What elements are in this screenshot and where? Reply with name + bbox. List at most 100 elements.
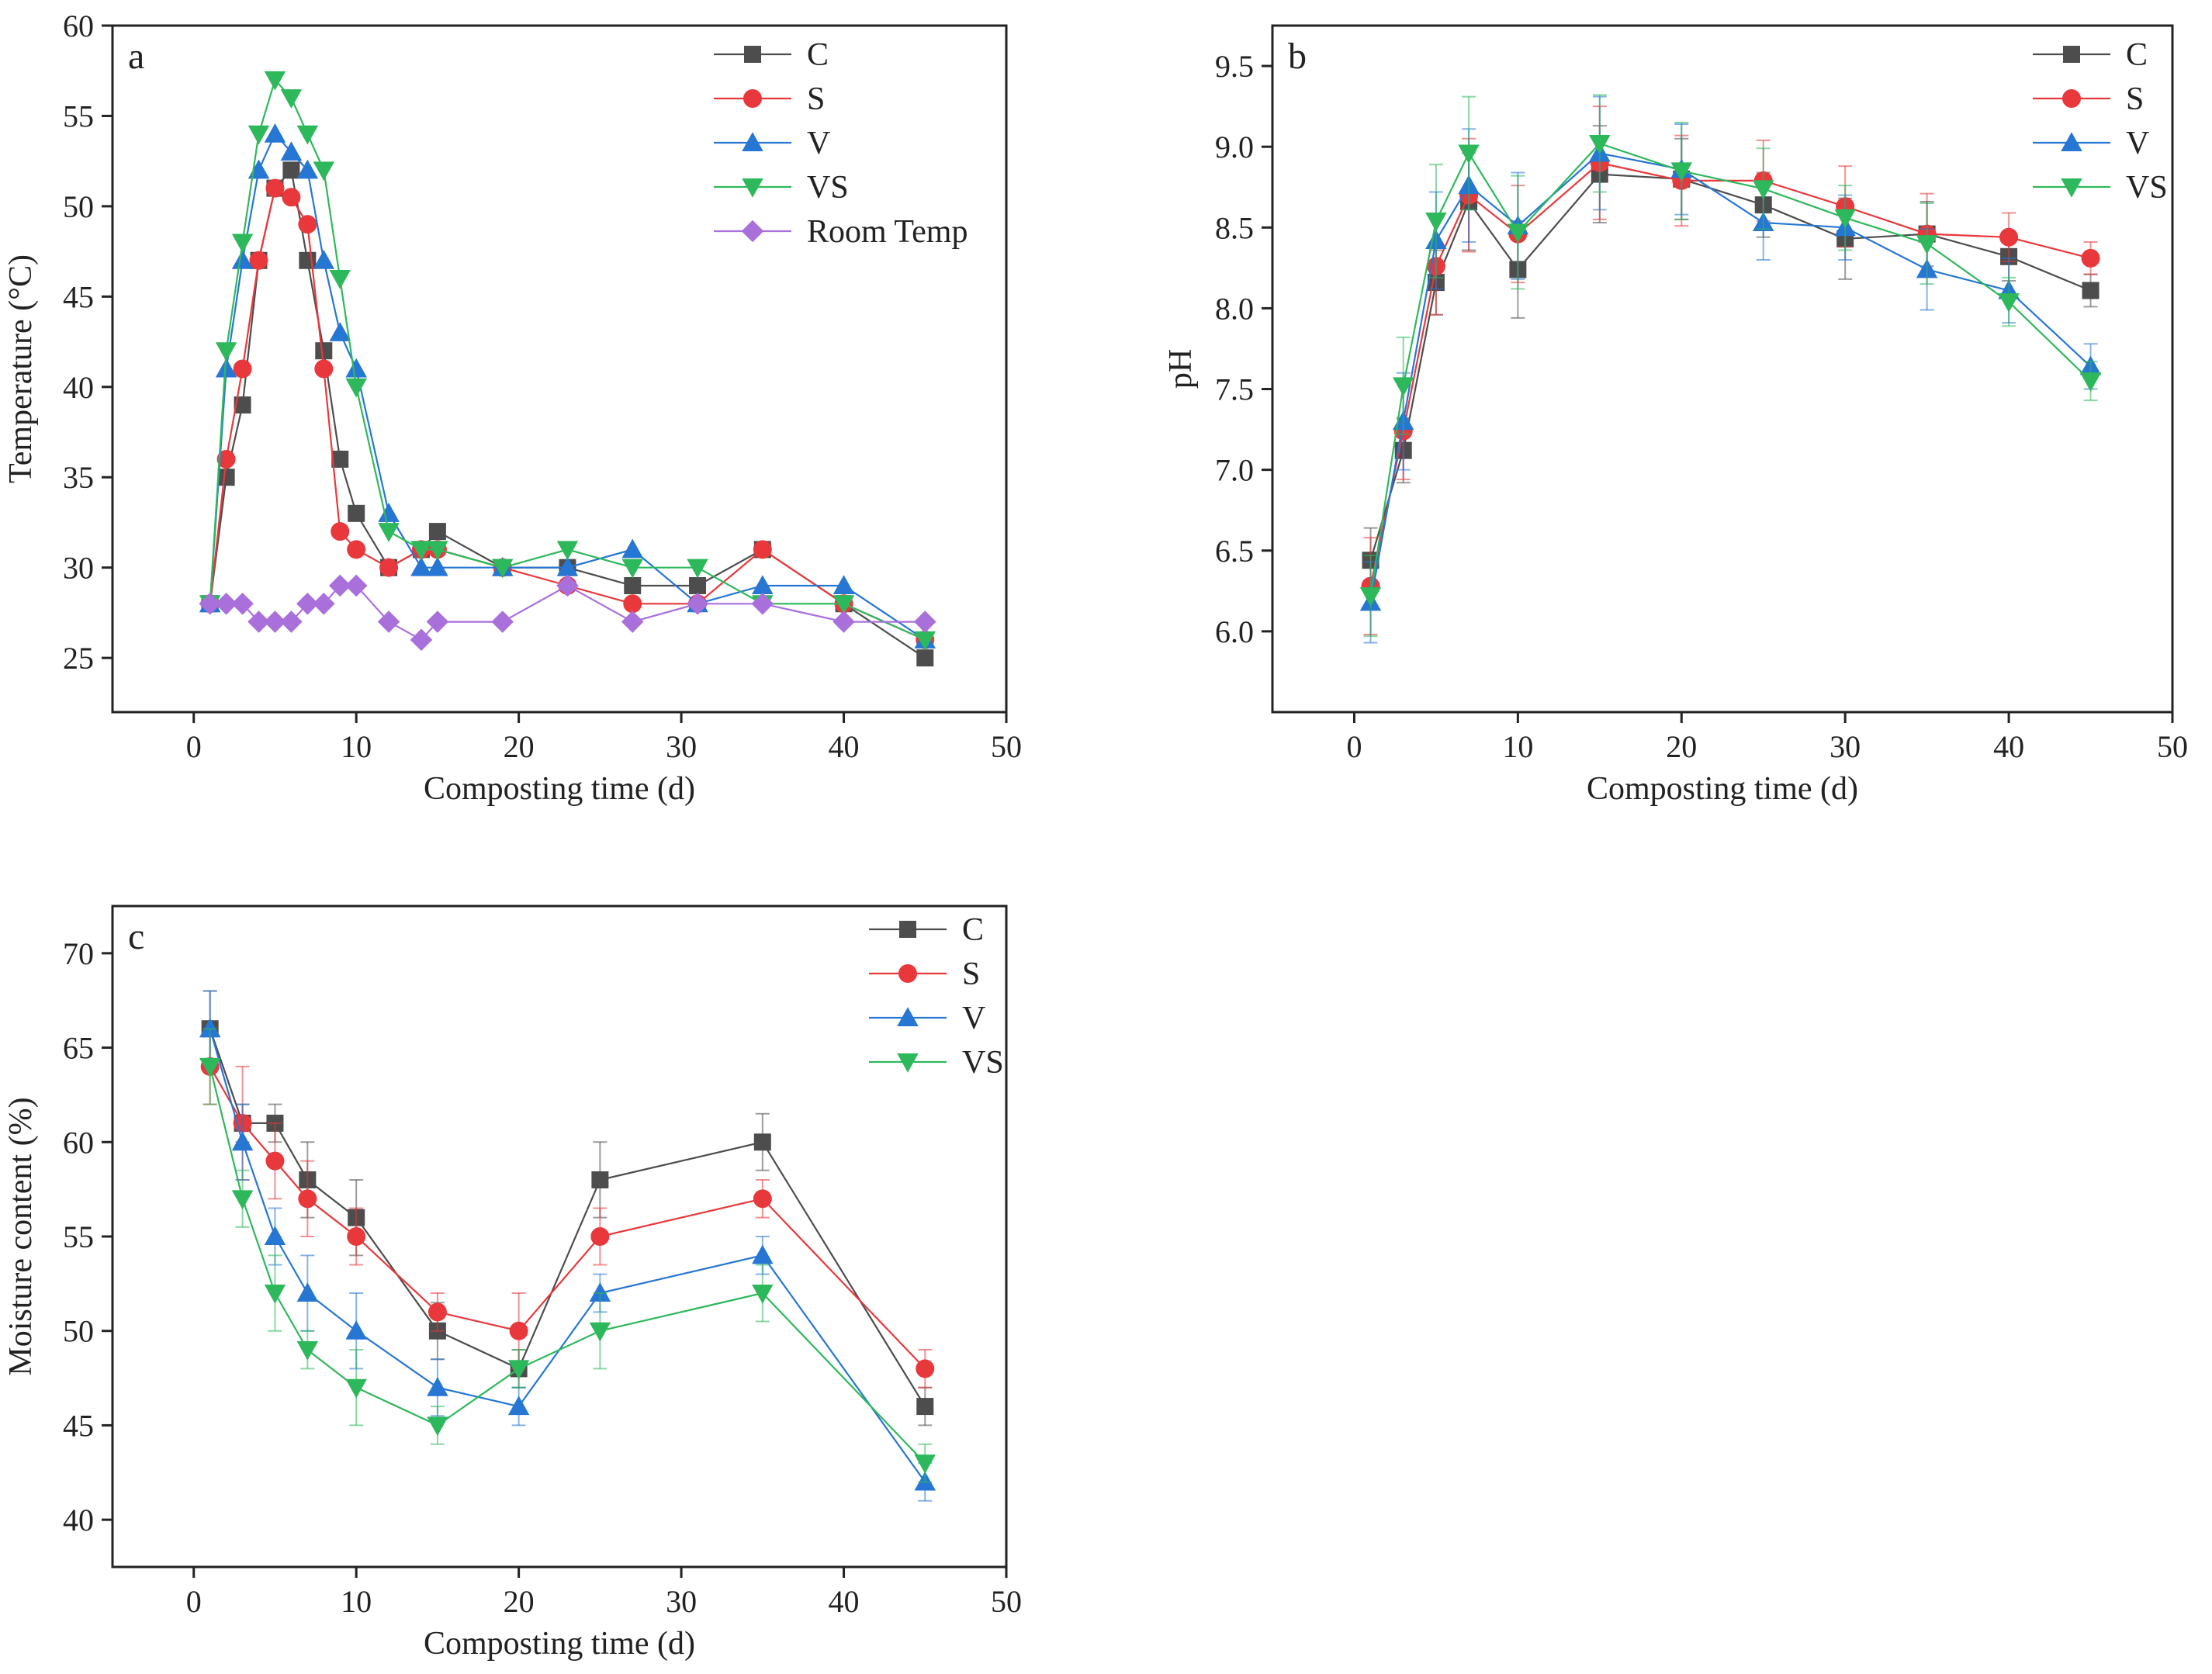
data-point bbox=[231, 233, 254, 254]
series-line bbox=[209, 132, 926, 641]
data-point bbox=[347, 1227, 366, 1246]
y-tick-label: 8.5 bbox=[1215, 210, 1254, 245]
legend-label: S bbox=[807, 81, 825, 117]
data-point bbox=[347, 540, 366, 559]
data-point bbox=[1507, 223, 1529, 244]
y-axis-label: Moisture content (%) bbox=[3, 1097, 39, 1375]
data-point bbox=[265, 1151, 285, 1171]
data-point bbox=[1425, 212, 1447, 232]
series-c bbox=[201, 990, 934, 1427]
data-point bbox=[1998, 293, 2020, 313]
y-tick-label: 55 bbox=[63, 99, 94, 133]
data-point bbox=[507, 1360, 530, 1380]
data-point bbox=[378, 503, 400, 522]
data-point bbox=[689, 576, 707, 594]
data-point bbox=[298, 1189, 317, 1209]
data-point bbox=[299, 251, 317, 269]
panel-label: c bbox=[128, 916, 144, 957]
y-tick-label: 50 bbox=[63, 1314, 94, 1349]
legend-label: VS bbox=[807, 170, 849, 206]
legend-marker bbox=[2062, 89, 2081, 108]
legend-item-c: C bbox=[714, 37, 829, 73]
data-point bbox=[426, 610, 449, 633]
data-point bbox=[264, 71, 286, 91]
legend-item-s: S bbox=[714, 81, 825, 117]
x-tick-label: 0 bbox=[186, 1584, 202, 1619]
y-tick-label: 40 bbox=[63, 370, 94, 405]
y-tick-label: 50 bbox=[63, 189, 94, 224]
data-point bbox=[427, 1416, 448, 1437]
data-point bbox=[410, 541, 432, 561]
data-point bbox=[345, 1378, 367, 1399]
data-point bbox=[296, 592, 319, 615]
data-point bbox=[282, 188, 301, 207]
legend-marker bbox=[743, 89, 762, 108]
y-tick-label: 7.5 bbox=[1215, 372, 1254, 407]
data-point bbox=[233, 359, 252, 379]
x-axis-label: Composting time (d) bbox=[424, 1626, 695, 1662]
series-line bbox=[209, 1066, 926, 1370]
data-point bbox=[916, 649, 934, 667]
data-point bbox=[590, 1227, 610, 1246]
data-point bbox=[410, 556, 432, 576]
data-point bbox=[753, 1189, 772, 1209]
data-point bbox=[199, 592, 221, 615]
data-point bbox=[344, 574, 368, 597]
legend-label: S bbox=[2126, 81, 2144, 117]
data-point bbox=[1670, 162, 1693, 182]
y-tick-label: 70 bbox=[63, 936, 94, 971]
data-point bbox=[1999, 227, 2019, 247]
y-tick-label: 40 bbox=[63, 1503, 94, 1537]
x-axis-label: Composting time (d) bbox=[1587, 771, 1858, 807]
x-tick-label: 0 bbox=[186, 729, 202, 764]
data-point bbox=[217, 469, 235, 486]
legend-label: C bbox=[807, 37, 829, 73]
data-point bbox=[1392, 377, 1414, 397]
series-v bbox=[199, 990, 936, 1502]
data-point bbox=[427, 556, 448, 576]
legend-marker bbox=[2063, 46, 2080, 63]
y-tick-label: 60 bbox=[63, 1125, 94, 1160]
data-point bbox=[624, 576, 642, 594]
legend-marker bbox=[899, 921, 916, 938]
y-tick-label: 9.0 bbox=[1215, 130, 1254, 164]
data-point bbox=[329, 322, 351, 341]
data-point bbox=[751, 592, 774, 615]
y-tick-label: 65 bbox=[63, 1031, 94, 1066]
x-tick-label: 30 bbox=[1829, 729, 1861, 764]
data-point bbox=[345, 358, 367, 378]
data-point bbox=[248, 610, 270, 633]
y-tick-label: 35 bbox=[63, 460, 94, 495]
data-point bbox=[833, 610, 855, 633]
legend-item-s: S bbox=[2033, 81, 2144, 117]
data-point bbox=[265, 178, 285, 198]
y-axis-label: pH bbox=[1163, 349, 1199, 389]
y-tick-label: 7.0 bbox=[1215, 453, 1254, 488]
data-point bbox=[298, 215, 317, 234]
legend-label: V bbox=[962, 1001, 985, 1036]
data-point bbox=[215, 342, 237, 361]
data-point bbox=[231, 1131, 254, 1151]
series-line bbox=[1369, 161, 2091, 586]
legend-label: S bbox=[962, 956, 980, 992]
data-point bbox=[914, 1454, 936, 1474]
data-point bbox=[215, 358, 237, 378]
data-point bbox=[331, 450, 349, 468]
data-point bbox=[833, 575, 855, 594]
data-point bbox=[2081, 248, 2100, 268]
data-point bbox=[315, 342, 333, 360]
legend-marker bbox=[742, 178, 763, 198]
data-point bbox=[378, 523, 400, 542]
data-point bbox=[913, 610, 936, 633]
data-point bbox=[280, 89, 303, 109]
y-axis-label: Temperature (°C) bbox=[3, 254, 39, 483]
series-line bbox=[209, 78, 926, 641]
data-point bbox=[687, 559, 708, 579]
x-tick-label: 40 bbox=[829, 729, 860, 764]
legend-marker bbox=[897, 1007, 919, 1026]
legend-marker bbox=[742, 132, 763, 151]
legend-label: V bbox=[2126, 126, 2149, 161]
data-point bbox=[264, 1226, 286, 1245]
data-point bbox=[296, 1341, 319, 1361]
data-point bbox=[752, 1285, 774, 1304]
